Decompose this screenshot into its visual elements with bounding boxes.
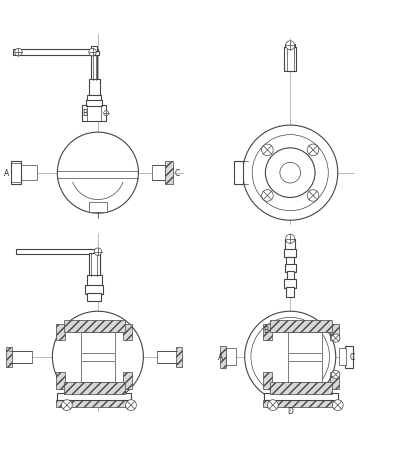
Bar bbox=[176, 347, 182, 367]
Bar bbox=[93, 253, 100, 276]
Circle shape bbox=[266, 148, 315, 197]
Circle shape bbox=[94, 248, 102, 255]
Bar bbox=[345, 345, 353, 368]
Bar bbox=[91, 55, 98, 80]
Bar bbox=[56, 372, 65, 389]
Bar bbox=[87, 275, 102, 286]
Text: B: B bbox=[82, 109, 87, 118]
Circle shape bbox=[61, 400, 72, 410]
Circle shape bbox=[307, 144, 319, 156]
Circle shape bbox=[251, 318, 330, 396]
Bar bbox=[284, 279, 296, 288]
Text: A: A bbox=[4, 169, 9, 178]
Bar bbox=[288, 332, 322, 382]
Bar bbox=[157, 351, 177, 363]
Circle shape bbox=[57, 132, 139, 213]
Circle shape bbox=[280, 162, 300, 183]
Bar bbox=[270, 383, 332, 394]
Text: A: A bbox=[218, 353, 223, 362]
Circle shape bbox=[104, 111, 109, 116]
Bar bbox=[286, 257, 294, 265]
Circle shape bbox=[126, 400, 137, 410]
Bar bbox=[330, 324, 339, 340]
Bar bbox=[56, 324, 65, 340]
Bar bbox=[87, 293, 101, 301]
Circle shape bbox=[261, 144, 273, 156]
Bar bbox=[123, 324, 132, 340]
Bar bbox=[152, 165, 165, 180]
Bar bbox=[57, 393, 131, 400]
Circle shape bbox=[286, 234, 295, 244]
Circle shape bbox=[332, 400, 343, 410]
Bar bbox=[87, 95, 101, 101]
Circle shape bbox=[307, 190, 319, 201]
Bar bbox=[285, 44, 295, 48]
Bar bbox=[263, 372, 271, 389]
Bar bbox=[63, 320, 125, 332]
Bar bbox=[220, 345, 226, 368]
Bar bbox=[165, 161, 173, 184]
Bar bbox=[226, 348, 237, 365]
Circle shape bbox=[252, 135, 328, 211]
Bar bbox=[90, 51, 99, 55]
Bar bbox=[21, 165, 37, 180]
Bar bbox=[264, 393, 338, 400]
Bar bbox=[17, 249, 97, 254]
Bar bbox=[285, 239, 295, 250]
Bar bbox=[263, 324, 271, 340]
Bar bbox=[330, 372, 339, 389]
Bar bbox=[285, 264, 295, 272]
Bar bbox=[82, 105, 106, 121]
Bar bbox=[123, 372, 132, 389]
Bar bbox=[11, 161, 21, 184]
Text: C: C bbox=[174, 169, 180, 178]
Circle shape bbox=[286, 41, 295, 50]
Circle shape bbox=[268, 400, 278, 410]
Circle shape bbox=[261, 190, 273, 201]
Bar bbox=[263, 400, 339, 407]
Bar bbox=[56, 400, 133, 407]
Text: D: D bbox=[287, 407, 293, 416]
Circle shape bbox=[332, 370, 340, 379]
Bar bbox=[89, 253, 100, 276]
Bar bbox=[284, 47, 296, 70]
Circle shape bbox=[332, 334, 340, 342]
Bar bbox=[284, 249, 296, 257]
Bar bbox=[286, 287, 294, 297]
Bar bbox=[287, 271, 293, 280]
Text: C: C bbox=[349, 353, 355, 362]
Bar bbox=[85, 285, 103, 294]
Bar bbox=[6, 347, 12, 367]
Bar bbox=[91, 46, 98, 56]
Circle shape bbox=[15, 48, 22, 56]
Bar bbox=[89, 79, 100, 96]
Bar bbox=[89, 202, 107, 212]
Bar bbox=[86, 100, 102, 106]
Bar bbox=[63, 383, 125, 394]
Bar bbox=[339, 348, 346, 365]
Text: B: B bbox=[263, 326, 268, 335]
Bar bbox=[270, 320, 332, 332]
Circle shape bbox=[52, 311, 144, 402]
Bar bbox=[234, 161, 243, 184]
Circle shape bbox=[245, 311, 336, 402]
Circle shape bbox=[89, 48, 96, 56]
Circle shape bbox=[243, 125, 338, 220]
Bar bbox=[13, 49, 98, 55]
Bar bbox=[9, 351, 32, 363]
Bar bbox=[81, 332, 115, 382]
